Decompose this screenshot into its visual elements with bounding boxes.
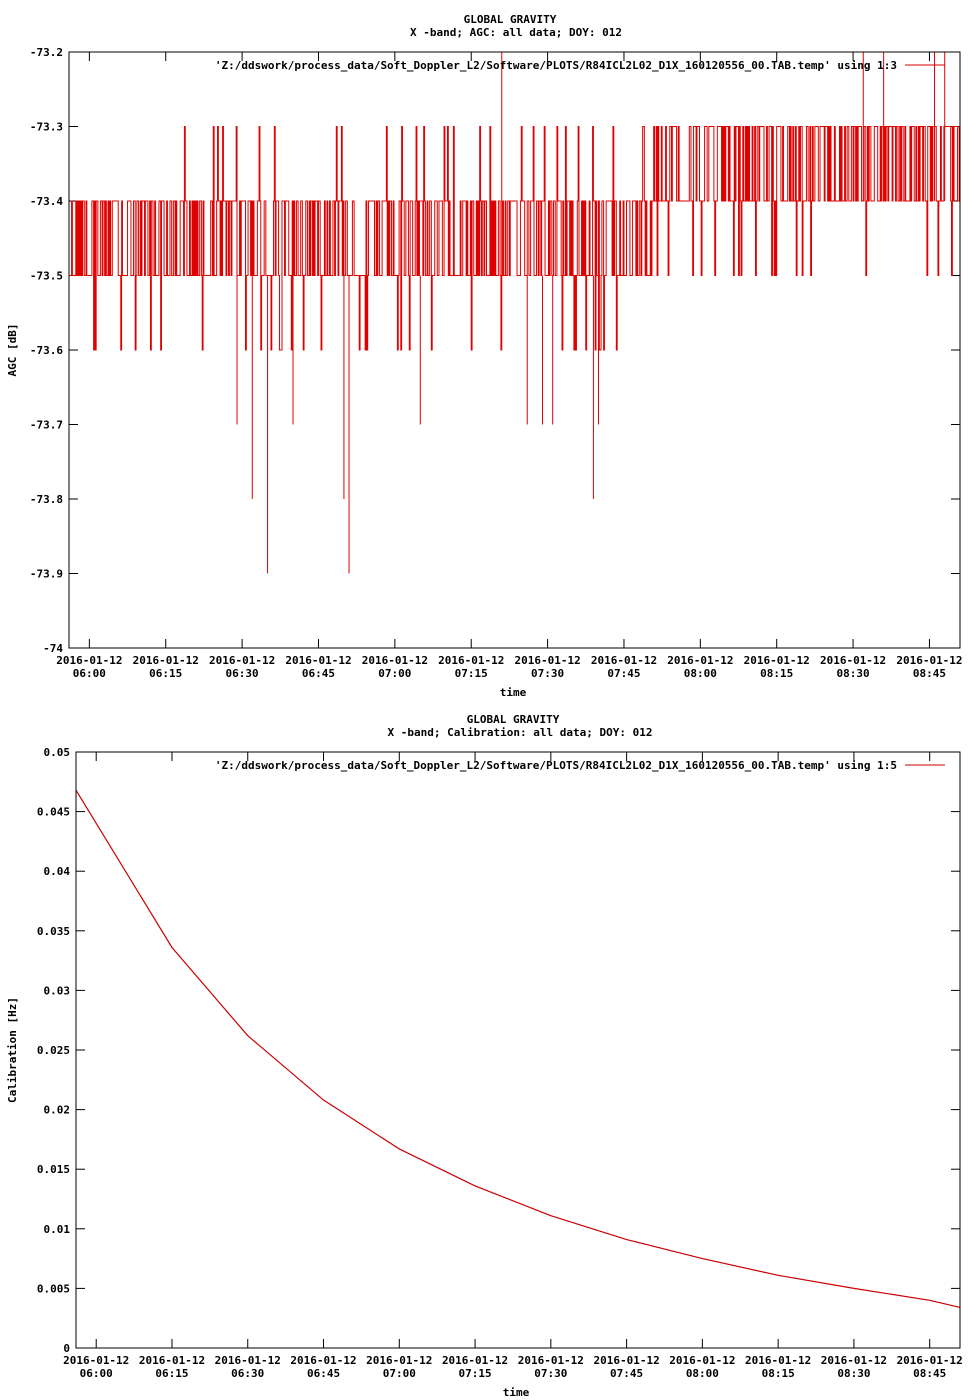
x-tick-time: 07:30 bbox=[534, 1367, 567, 1380]
y-tick-label: -73.7 bbox=[30, 419, 63, 432]
x-tick-time: 07:15 bbox=[455, 667, 488, 680]
x-ticks: 2016-01-1206:002016-01-1206:152016-01-12… bbox=[63, 752, 963, 1380]
x-tick-date: 2016-01-12 bbox=[820, 654, 886, 667]
x-tick-time: 07:30 bbox=[531, 667, 564, 680]
chart-subtitle: X -band; Calibration: all data; DOY: 012 bbox=[388, 726, 653, 739]
y-tick-label: 0.015 bbox=[37, 1163, 70, 1176]
x-tick-date: 2016-01-12 bbox=[362, 654, 428, 667]
y-axis-label: Calibration [Hz] bbox=[6, 997, 19, 1103]
x-tick-time: 07:45 bbox=[610, 1367, 643, 1380]
x-tick-date: 2016-01-12 bbox=[896, 654, 962, 667]
x-tick-date: 2016-01-12 bbox=[744, 654, 810, 667]
legend-label: 'Z:/ddswork/process_data/Soft_Doppler_L2… bbox=[215, 759, 897, 772]
y-tick-label: 0.005 bbox=[37, 1282, 70, 1295]
y-tick-label: 0.045 bbox=[37, 806, 70, 819]
x-tick-date: 2016-01-12 bbox=[667, 654, 733, 667]
x-tick-date: 2016-01-12 bbox=[139, 1354, 205, 1367]
x-tick-date: 2016-01-12 bbox=[63, 1354, 129, 1367]
x-tick-date: 2016-01-12 bbox=[215, 1354, 281, 1367]
y-tick-label: -73.6 bbox=[30, 344, 63, 357]
calibration-chart: GLOBAL GRAVITY X -band; Calibration: all… bbox=[6, 713, 963, 1399]
x-tick-date: 2016-01-12 bbox=[821, 1354, 887, 1367]
x-axis-label: time bbox=[503, 1386, 530, 1399]
y-tick-label: 0.02 bbox=[44, 1104, 71, 1117]
data-series bbox=[69, 52, 960, 574]
y-axis-label: AGC [dB] bbox=[6, 324, 19, 377]
agc-chart: GLOBAL GRAVITY X -band; AGC: all data; D… bbox=[6, 13, 963, 699]
x-tick-date: 2016-01-12 bbox=[366, 1354, 432, 1367]
x-tick-time: 06:45 bbox=[302, 667, 335, 680]
x-tick-time: 08:45 bbox=[913, 1367, 946, 1380]
y-tick-label: 0.04 bbox=[44, 865, 71, 878]
y-tick-label: -73.3 bbox=[30, 121, 63, 134]
y-tick-label: 0.035 bbox=[37, 925, 70, 938]
x-tick-time: 07:00 bbox=[378, 667, 411, 680]
x-tick-time: 06:30 bbox=[226, 667, 259, 680]
y-tick-label: 0.03 bbox=[44, 984, 71, 997]
legend-label: 'Z:/ddswork/process_data/Soft_Doppler_L2… bbox=[215, 59, 897, 72]
x-tick-date: 2016-01-12 bbox=[56, 654, 122, 667]
data-series bbox=[75, 789, 961, 1309]
y-tick-label: -73.9 bbox=[30, 568, 63, 581]
x-tick-time: 08:15 bbox=[760, 667, 793, 680]
plot-frame bbox=[68, 51, 961, 649]
x-tick-date: 2016-01-12 bbox=[133, 654, 199, 667]
agc-series-line bbox=[69, 126, 960, 351]
x-tick-date: 2016-01-12 bbox=[514, 654, 580, 667]
x-tick-time: 08:30 bbox=[837, 667, 870, 680]
x-tick-date: 2016-01-12 bbox=[285, 654, 351, 667]
x-ticks: 2016-01-1206:002016-01-1206:152016-01-12… bbox=[56, 52, 963, 680]
chart-title: GLOBAL GRAVITY bbox=[467, 713, 560, 726]
plot-frame bbox=[75, 751, 961, 1349]
x-tick-time: 08:00 bbox=[684, 667, 717, 680]
x-tick-time: 06:30 bbox=[231, 1367, 264, 1380]
y-tick-label: 0.025 bbox=[37, 1044, 70, 1057]
x-tick-time: 08:30 bbox=[837, 1367, 870, 1380]
x-tick-time: 06:00 bbox=[73, 667, 106, 680]
chart-title: GLOBAL GRAVITY bbox=[464, 13, 557, 26]
x-tick-date: 2016-01-12 bbox=[518, 1354, 584, 1367]
x-tick-time: 08:00 bbox=[686, 1367, 719, 1380]
x-tick-time: 07:45 bbox=[607, 667, 640, 680]
calibration-series-line bbox=[75, 789, 961, 1309]
y-tick-label: 0.01 bbox=[44, 1223, 71, 1236]
y-tick-label: -73.5 bbox=[30, 270, 63, 283]
y-tick-label: 0 bbox=[63, 1342, 70, 1355]
x-tick-time: 06:15 bbox=[149, 667, 182, 680]
y-tick-label: -73.2 bbox=[30, 46, 63, 59]
x-tick-date: 2016-01-12 bbox=[438, 654, 504, 667]
x-axis-label: time bbox=[500, 686, 527, 699]
y-tick-label: 0.05 bbox=[44, 746, 71, 759]
y-ticks: 0 0.005 0.01 0.015 0.02 0.025 0.03 0.035 0.04 0.0… bbox=[37, 746, 960, 1355]
x-tick-time: 08:45 bbox=[913, 667, 946, 680]
x-tick-date: 2016-01-12 bbox=[591, 654, 657, 667]
x-tick-date: 2016-01-12 bbox=[442, 1354, 508, 1367]
x-tick-time: 07:00 bbox=[383, 1367, 416, 1380]
x-tick-date: 2016-01-12 bbox=[745, 1354, 811, 1367]
x-tick-date: 2016-01-12 bbox=[209, 654, 275, 667]
x-tick-date: 2016-01-12 bbox=[669, 1354, 735, 1367]
x-tick-time: 07:15 bbox=[459, 1367, 492, 1380]
x-tick-date: 2016-01-12 bbox=[593, 1354, 659, 1367]
y-tick-label: -73.4 bbox=[30, 195, 63, 208]
chart-subtitle: X -band; AGC: all data; DOY: 012 bbox=[410, 26, 622, 39]
x-tick-date: 2016-01-12 bbox=[897, 1354, 963, 1367]
y-tick-label: -74 bbox=[43, 642, 63, 655]
y-tick-label: -73.8 bbox=[30, 493, 63, 506]
x-tick-time: 06:15 bbox=[155, 1367, 188, 1380]
x-tick-time: 06:45 bbox=[307, 1367, 340, 1380]
x-tick-time: 06:00 bbox=[80, 1367, 113, 1380]
x-tick-time: 08:15 bbox=[762, 1367, 795, 1380]
x-tick-date: 2016-01-12 bbox=[290, 1354, 356, 1367]
